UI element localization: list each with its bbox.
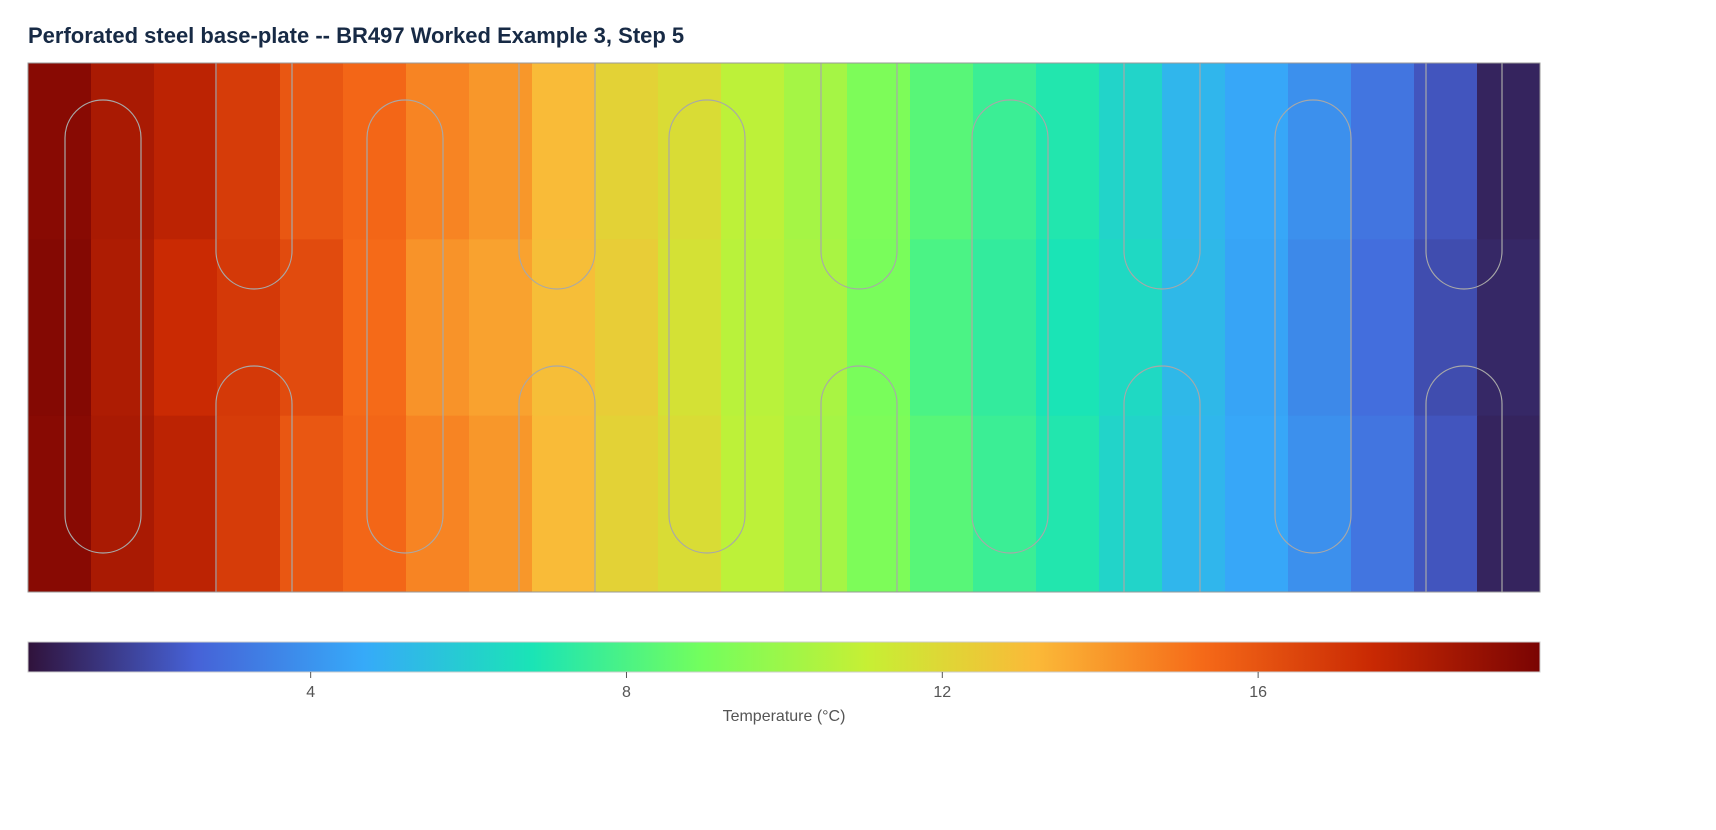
heat-cell xyxy=(469,63,533,240)
colorbar-title: Temperature (°C) xyxy=(723,708,846,725)
heat-cell xyxy=(1288,415,1352,592)
heat-cell xyxy=(595,415,659,592)
heat-cell xyxy=(1099,239,1163,417)
heat-cell xyxy=(595,63,659,240)
heat-cell xyxy=(91,239,155,417)
heat-cell xyxy=(1351,239,1415,417)
heat-cell xyxy=(847,239,911,417)
colorbar-tick-label: 16 xyxy=(1249,684,1267,701)
perforations xyxy=(64,63,1503,592)
heat-cell xyxy=(1036,415,1100,592)
heat-cell xyxy=(1477,415,1540,592)
heat-cell xyxy=(973,415,1037,592)
heat-cell xyxy=(658,63,722,240)
heat-cell xyxy=(280,415,344,592)
colorbar-tick-label: 8 xyxy=(622,684,631,701)
heat-cell xyxy=(28,239,92,417)
heat-cell xyxy=(847,415,911,592)
heat-cell xyxy=(1162,415,1226,592)
slot xyxy=(518,63,596,290)
slot xyxy=(971,99,1049,554)
slot xyxy=(366,99,444,554)
slot xyxy=(820,63,898,290)
heat-cell xyxy=(973,239,1037,417)
heat-cell xyxy=(1225,415,1289,592)
colorbar xyxy=(27,641,1541,673)
slot xyxy=(1123,63,1201,290)
heat-cell xyxy=(1225,63,1289,240)
heat-cell xyxy=(280,239,344,417)
colorbar-tick-label: 12 xyxy=(933,684,951,701)
heat-cell xyxy=(217,63,281,240)
heat-cell xyxy=(469,239,533,417)
chart-title: Perforated steel base-plate -- BR497 Wor… xyxy=(28,23,684,48)
heat-cell xyxy=(1036,63,1100,240)
heat-cell xyxy=(28,63,92,240)
heat-cell xyxy=(406,415,470,592)
heat-cell xyxy=(721,239,785,417)
heat-cell xyxy=(1225,239,1289,417)
heat-cell xyxy=(1351,63,1415,240)
slot xyxy=(215,365,293,592)
slot xyxy=(518,365,596,592)
heat-cell xyxy=(154,63,218,240)
heat-cell xyxy=(532,239,596,417)
heat-cell xyxy=(532,63,596,240)
heat-cell xyxy=(343,239,407,417)
slot xyxy=(820,365,898,592)
heat-cell xyxy=(1036,239,1100,417)
heat-cell xyxy=(343,415,407,592)
heat-cell xyxy=(1288,63,1352,240)
heat-cell xyxy=(1288,239,1352,417)
heat-cell xyxy=(784,63,848,240)
heat-cell xyxy=(1099,415,1163,592)
slot xyxy=(668,99,746,554)
slot xyxy=(215,63,293,290)
heat-cell xyxy=(469,415,533,592)
slot xyxy=(1425,63,1503,290)
heat-cell xyxy=(406,239,470,417)
heat-cell xyxy=(1414,239,1478,417)
heat-cell xyxy=(406,63,470,240)
colorbar-tick-label: 4 xyxy=(306,684,315,701)
slot xyxy=(1274,99,1352,554)
heat-cell xyxy=(91,415,155,592)
heat-cell xyxy=(595,239,659,417)
slot xyxy=(64,99,142,554)
heat-cell xyxy=(910,63,974,240)
slot xyxy=(1425,365,1503,592)
heat-cell xyxy=(910,415,974,592)
heat-cell xyxy=(217,415,281,592)
heat-cell xyxy=(343,63,407,240)
heat-cell xyxy=(532,415,596,592)
heat-cell xyxy=(1099,63,1163,240)
heat-cell xyxy=(721,415,785,592)
heat-cell xyxy=(28,415,92,592)
heat-cell xyxy=(847,63,911,240)
heat-cell xyxy=(280,63,344,240)
heat-cell xyxy=(658,415,722,592)
heat-cell xyxy=(658,239,722,417)
heat-cell xyxy=(91,63,155,240)
heat-cell xyxy=(973,63,1037,240)
heat-cell xyxy=(784,415,848,592)
heat-cell xyxy=(1351,415,1415,592)
heat-cell xyxy=(1162,63,1226,240)
heat-cell xyxy=(1414,415,1478,592)
heat-cell xyxy=(1414,63,1478,240)
heat-cell xyxy=(154,239,218,417)
heat-cell xyxy=(1477,63,1540,240)
heatmap xyxy=(28,63,1540,592)
heat-cell xyxy=(154,415,218,592)
heat-cell xyxy=(1162,239,1226,417)
heat-cell xyxy=(910,239,974,417)
slot xyxy=(1123,365,1201,592)
heat-cell xyxy=(721,63,785,240)
heat-cell xyxy=(217,239,281,417)
heat-cell xyxy=(1477,239,1540,417)
heat-cell xyxy=(784,239,848,417)
plot-border xyxy=(27,62,1541,593)
